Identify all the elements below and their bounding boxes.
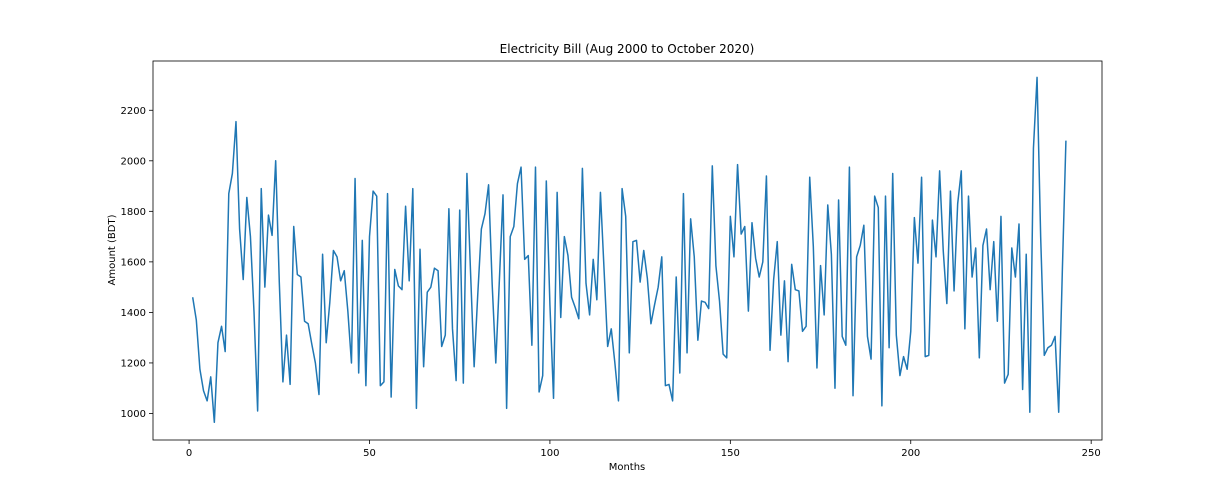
y-tick-label: 1200 — [121, 358, 146, 369]
x-tick-label: 0 — [186, 448, 192, 459]
y-tick-label: 1600 — [121, 257, 146, 268]
series-line-0 — [191, 76, 1067, 424]
x-axis-label: Months — [609, 462, 646, 473]
x-tick-label: 50 — [363, 448, 376, 459]
plot-area — [191, 76, 1067, 424]
y-tick-label: 2200 — [121, 106, 146, 117]
y-tick-label: 1400 — [121, 308, 146, 319]
chart-title: Electricity Bill (Aug 2000 to October 20… — [500, 42, 755, 56]
x-tick-label: 200 — [901, 448, 920, 459]
x-tick-label: 100 — [540, 448, 559, 459]
y-axis: 1000 1200 1400 1600 1800 2000 2200 — [121, 106, 153, 420]
x-tick-label: 250 — [1082, 448, 1101, 459]
y-tick-label: 1000 — [121, 409, 146, 420]
y-tick-label: 2000 — [121, 156, 146, 167]
x-tick-label: 150 — [721, 448, 740, 459]
plot-frame — [152, 60, 1103, 441]
y-tick-label: 1800 — [121, 207, 146, 218]
x-axis: 0 50 100 150 200 250 — [186, 440, 1101, 459]
y-axis-label: Amount (BDT) — [107, 214, 118, 285]
